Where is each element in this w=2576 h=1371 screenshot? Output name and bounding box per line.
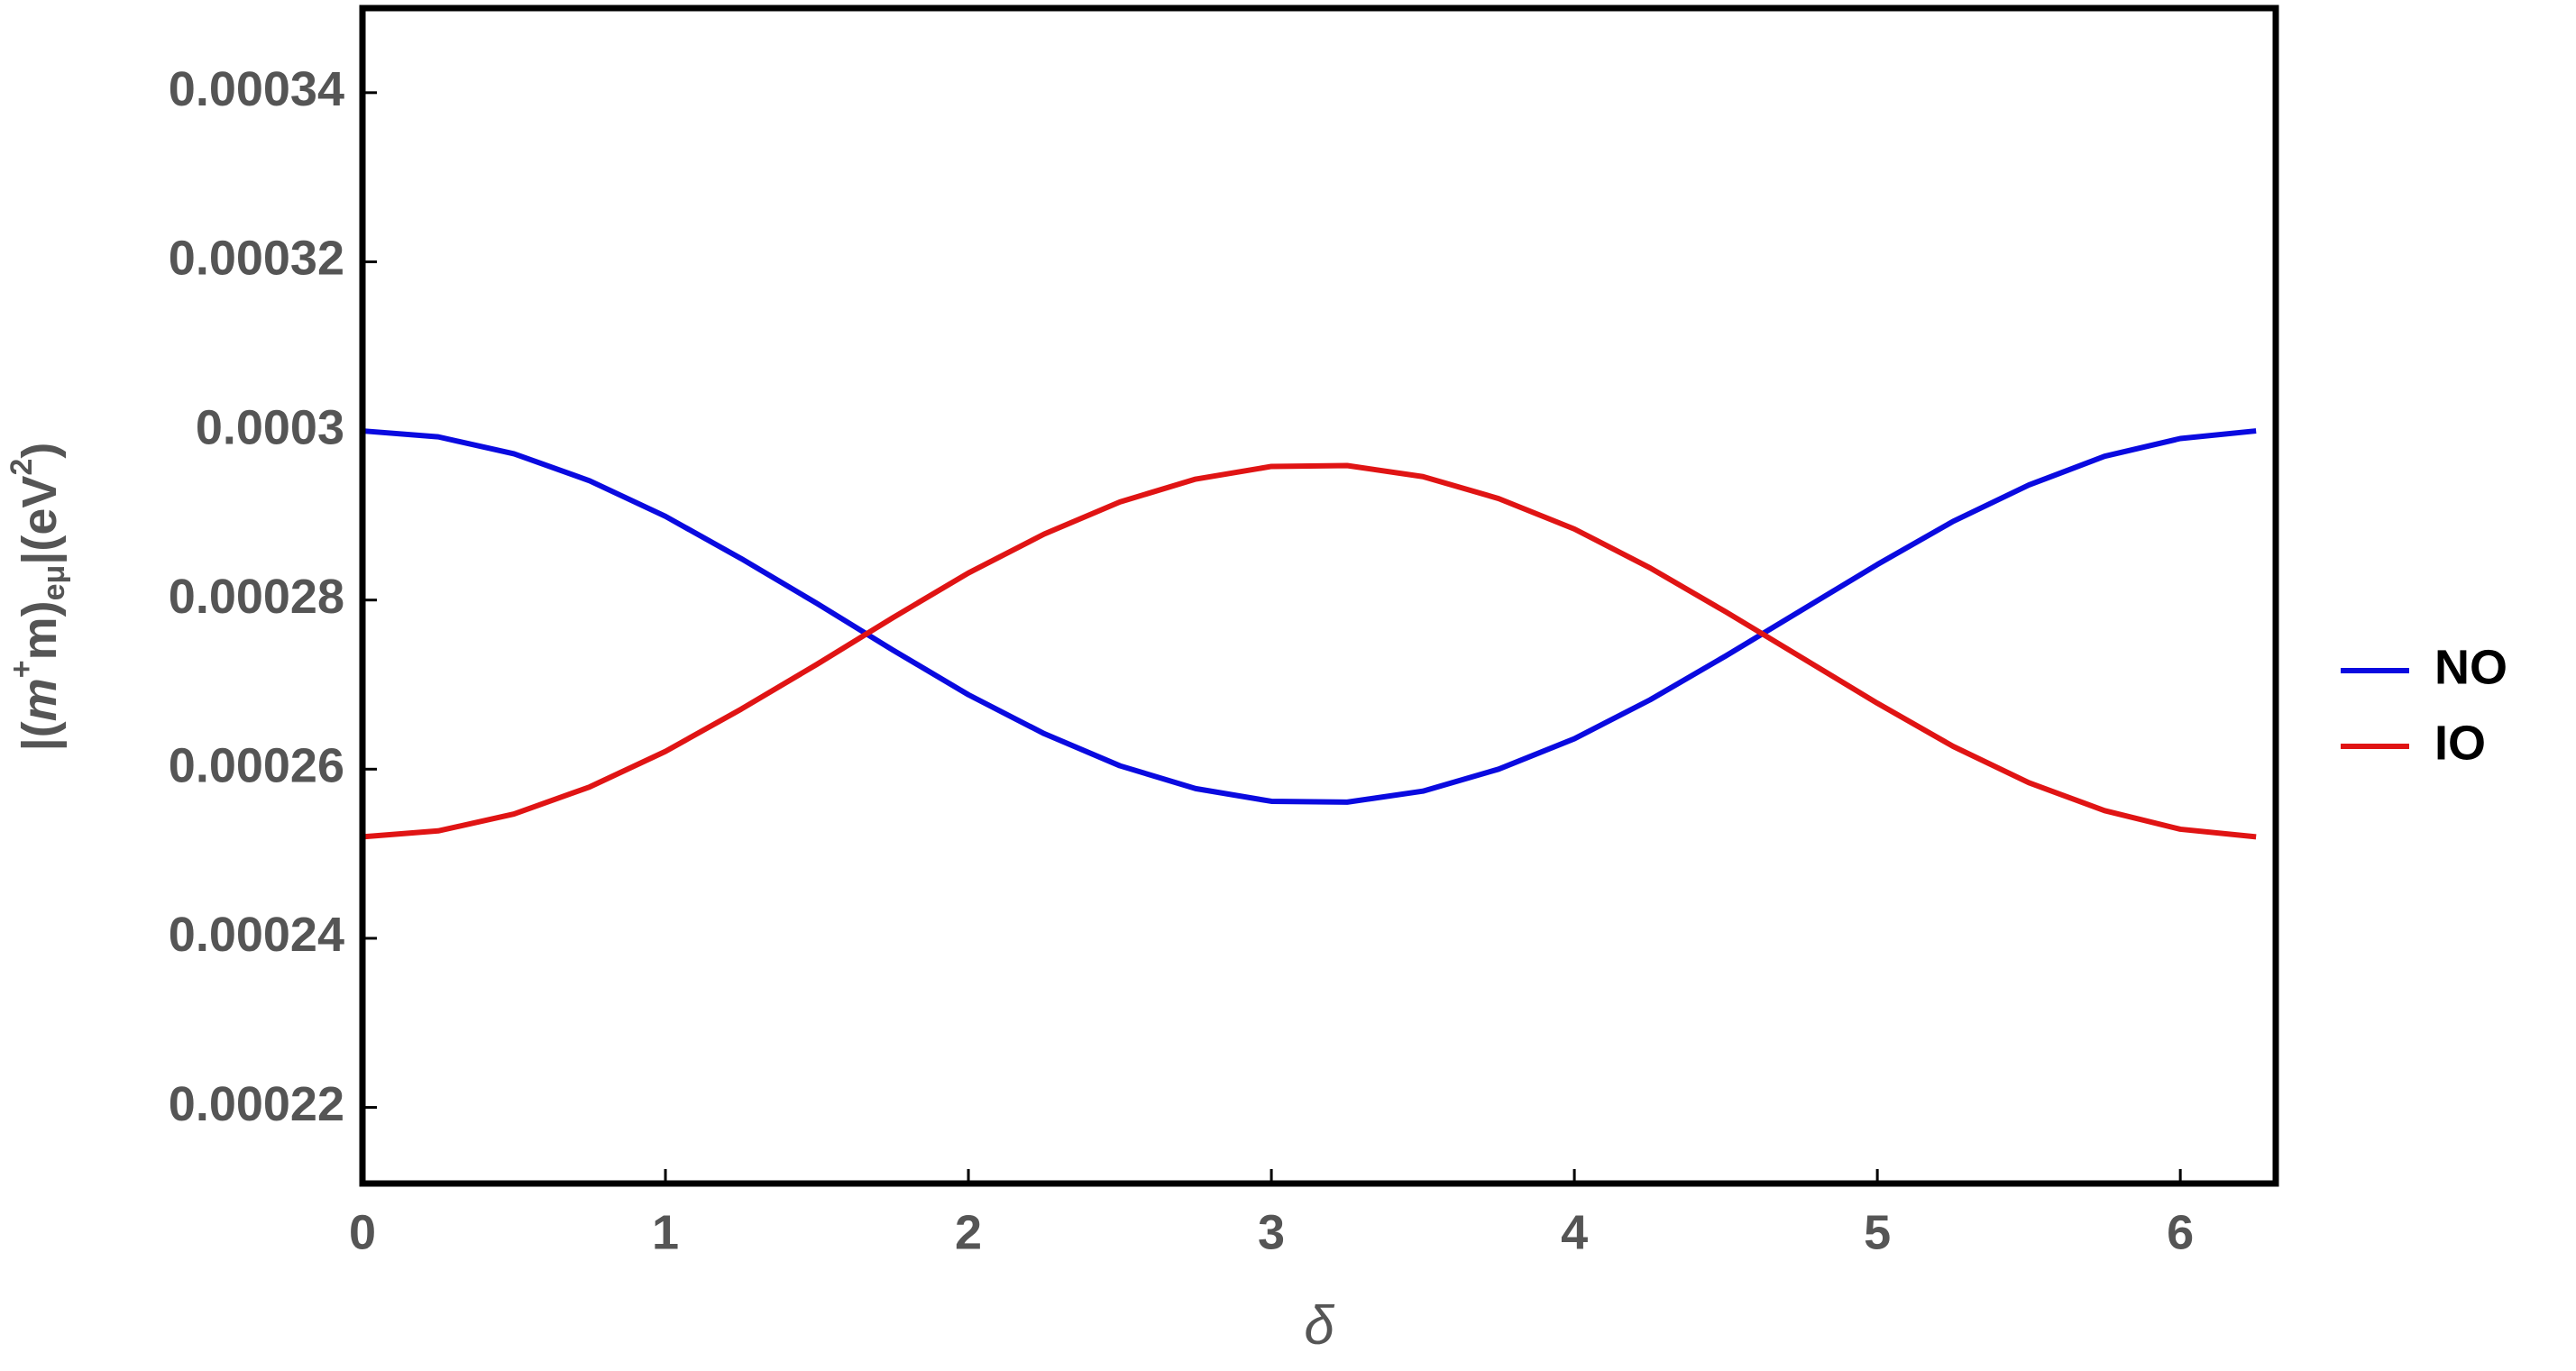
y-axis-label: |(m+m)eμ|(eV2) [5,443,71,752]
y-tick-label: 0.00024 [169,908,344,962]
y-axis-label-part: m [13,678,67,721]
x-axis-label: δ [1304,1295,1334,1356]
x-tick-label: 2 [955,1205,982,1259]
legend-label: IO [2434,716,2486,770]
x-tick-label: 5 [1864,1205,1891,1259]
x-tick-label: 6 [2167,1205,2194,1259]
y-axis-label-part: |( [13,721,68,751]
line-series [362,462,2257,840]
y-axis-label-part: |(eV [13,476,68,565]
line-series [362,428,2257,805]
x-tick-label: 1 [652,1205,679,1259]
y-axis-label-part: + [5,660,39,678]
x-tick-label: 4 [1561,1205,1588,1259]
y-axis-label-part: 2 [5,459,39,476]
y-tick-label: 0.00034 [169,62,344,116]
legend-label: NO [2434,640,2507,694]
plot-frame [359,5,2279,1187]
y-axis-label-part: ) [13,443,67,459]
y-tick-label: 0.00028 [169,570,344,624]
x-tick-label: 0 [349,1205,376,1259]
y-axis-label-part: m) [13,600,67,660]
y-tick-label: 0.00022 [169,1077,344,1131]
y-tick-label: 0.00032 [169,232,344,286]
x-tick-label: 3 [1258,1205,1285,1259]
y-axis-label-part: eμ [37,565,71,601]
y-tick-label: 0.00026 [169,739,344,793]
y-tick-label: 0.0003 [196,400,344,454]
